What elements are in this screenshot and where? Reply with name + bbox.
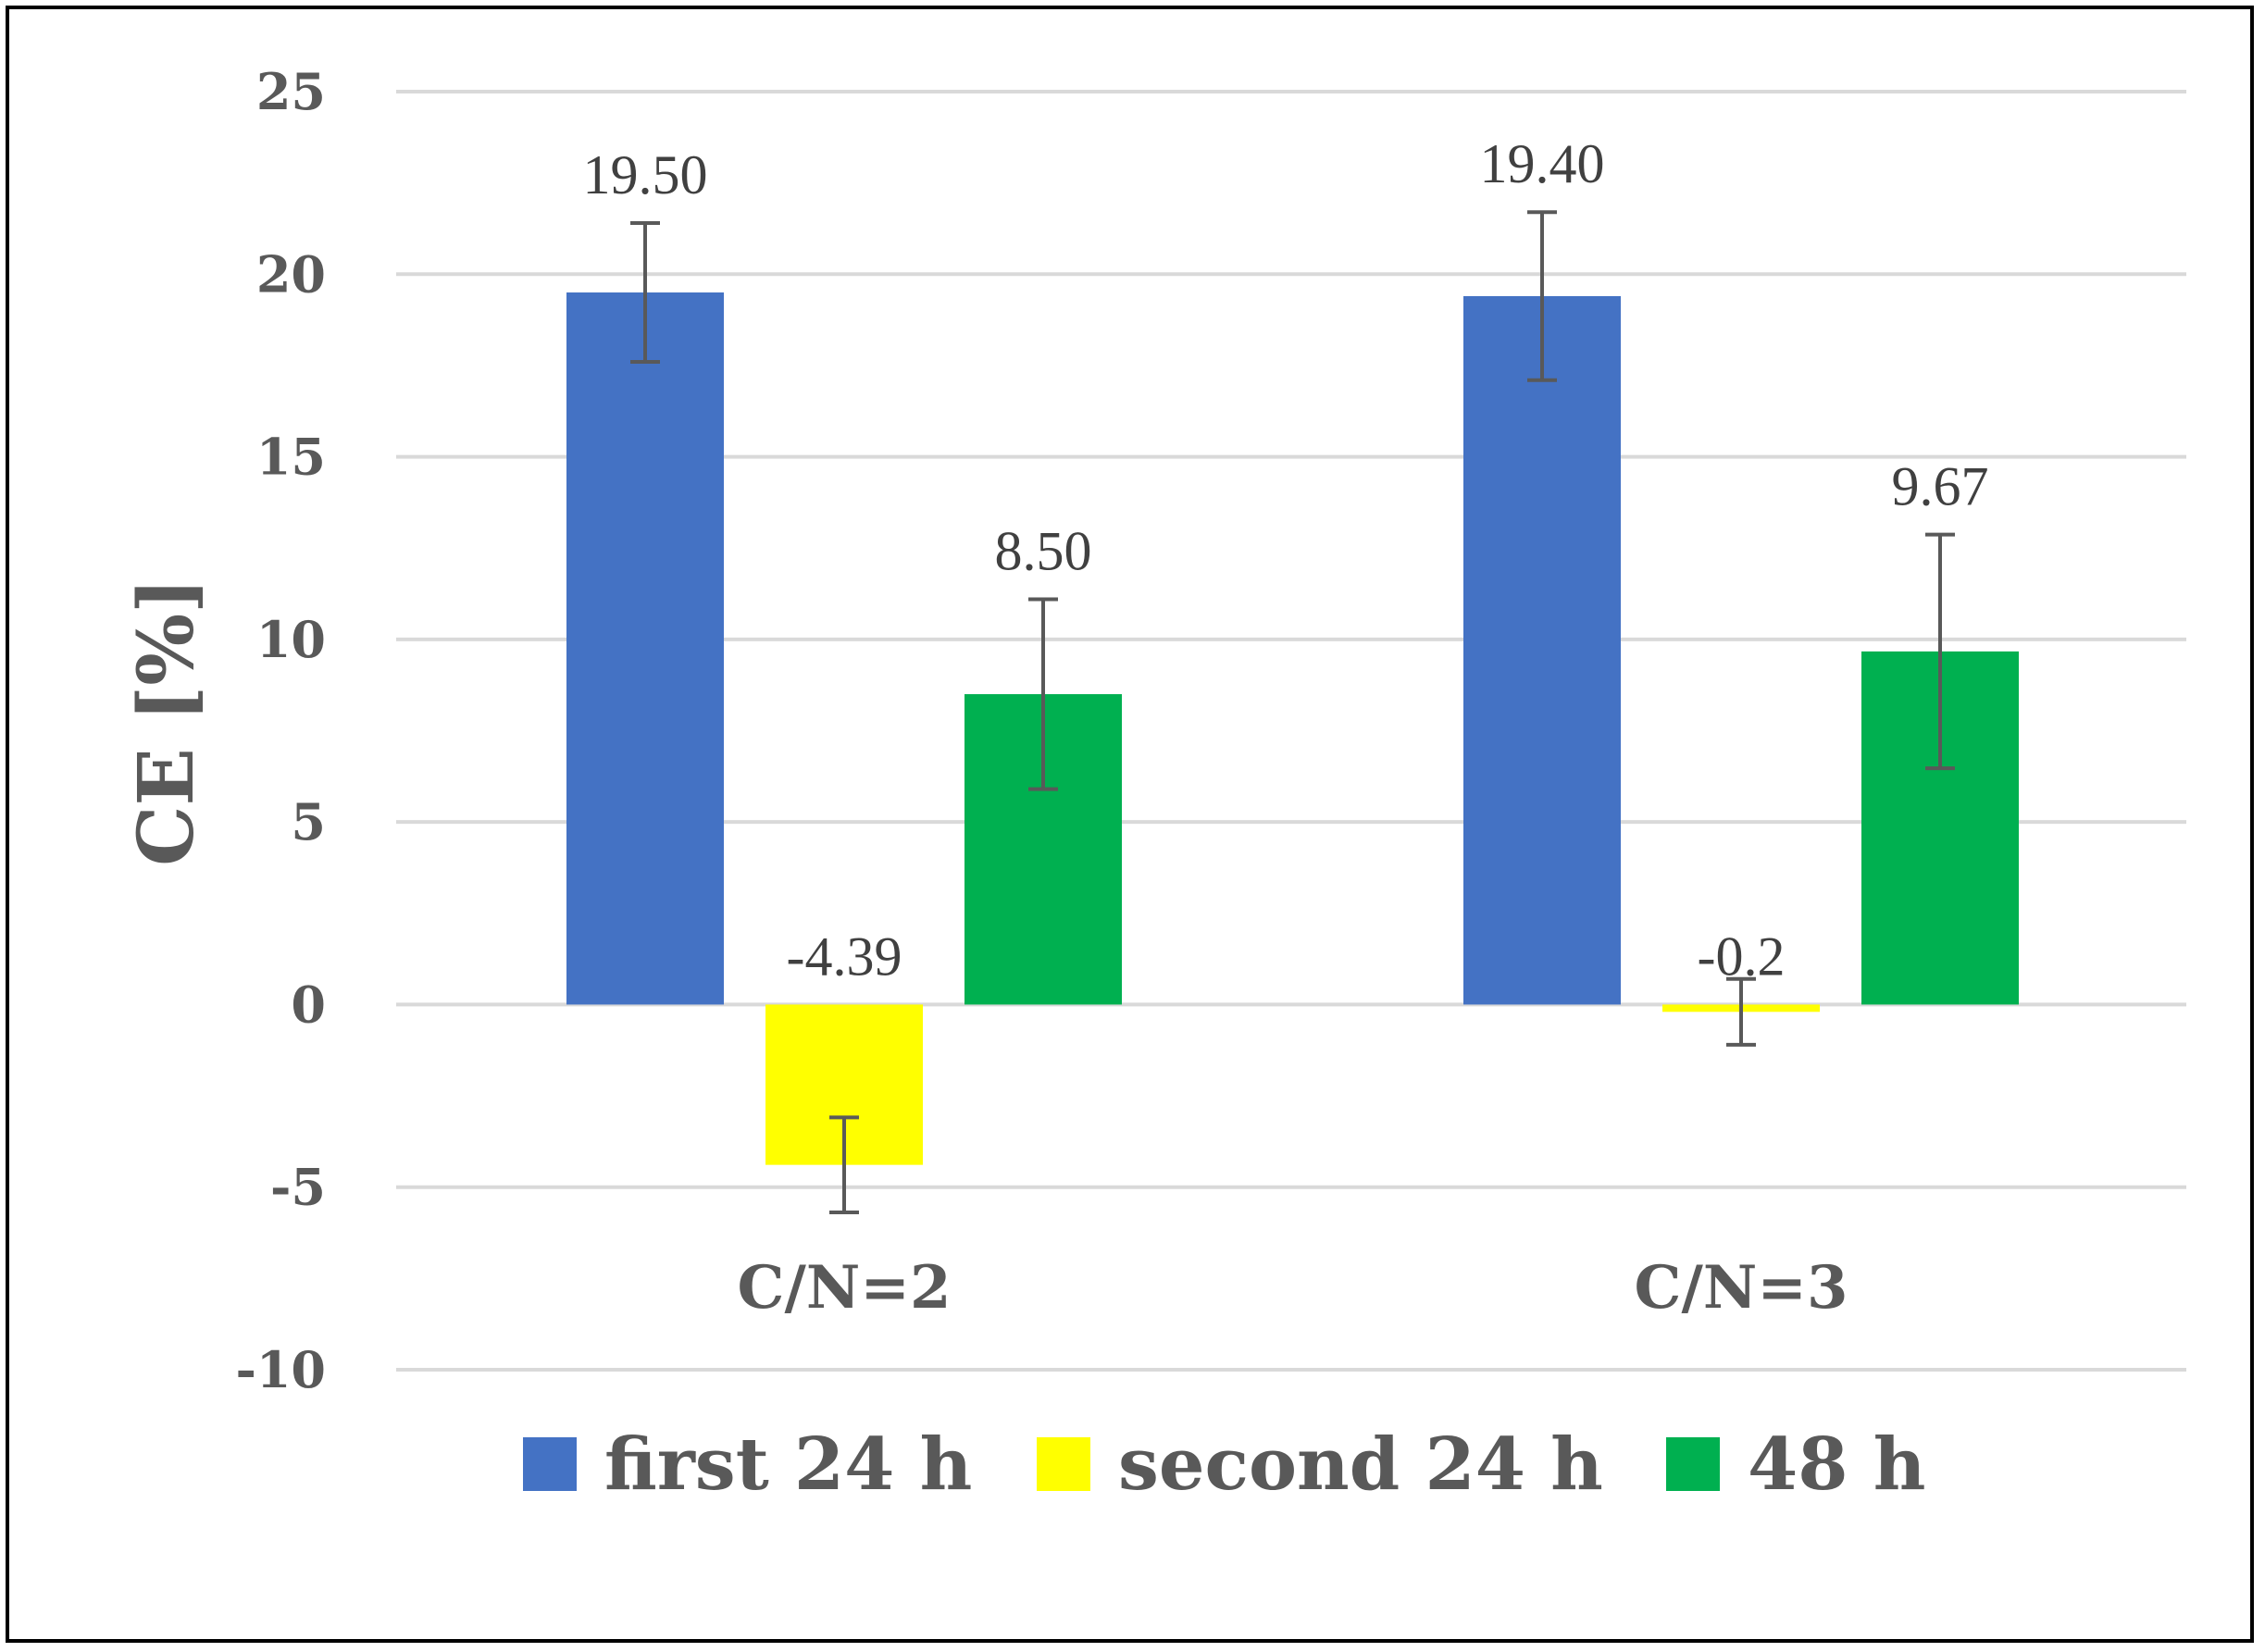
data-label: -4.39 — [787, 925, 902, 987]
legend-swatch — [1037, 1437, 1090, 1491]
y-tick-label: 25 — [256, 62, 326, 121]
legend-swatch — [1666, 1437, 1720, 1491]
category-label: C/N=2 — [738, 1253, 952, 1323]
bar — [566, 292, 724, 1005]
legend-label: second 24 h — [1118, 1422, 1603, 1507]
y-tick-label: 20 — [256, 244, 326, 304]
y-tick-label: 15 — [256, 428, 326, 487]
y-tick-label: 10 — [256, 610, 326, 669]
data-label: -0.2 — [1698, 925, 1786, 987]
y-tick-label: 5 — [291, 792, 326, 851]
data-label: 8.50 — [995, 520, 1092, 581]
data-label: 9.67 — [1892, 456, 1989, 517]
y-tick-labels: 25 20 15 10 5 0 -5 -10 — [235, 62, 326, 1399]
category-label: C/N=3 — [1635, 1253, 1848, 1323]
y-axis-title: CE [%] — [122, 578, 211, 866]
bars — [566, 292, 2019, 1165]
y-tick-label: -5 — [270, 1158, 326, 1217]
error-bars — [630, 210, 1955, 1214]
legend: first 24 h second 24 h 48 h — [523, 1422, 1925, 1507]
data-label: 19.50 — [583, 144, 708, 205]
legend-swatch — [523, 1437, 577, 1491]
y-tick-label: -10 — [235, 1340, 326, 1399]
data-labels: 19.50 -4.39 8.50 19.40 -0.2 9.67 — [583, 133, 1989, 987]
legend-label: first 24 h — [604, 1422, 972, 1507]
y-tick-label: 0 — [291, 975, 326, 1034]
legend-label: 48 h — [1748, 1422, 1925, 1507]
bar — [1463, 295, 1621, 1005]
data-label: 19.40 — [1480, 133, 1605, 194]
category-labels: C/N=2 C/N=3 — [738, 1253, 1848, 1323]
